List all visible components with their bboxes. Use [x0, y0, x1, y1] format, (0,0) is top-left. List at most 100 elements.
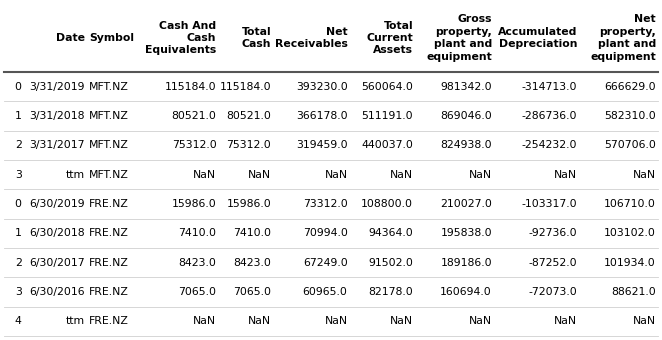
Text: 7410.0: 7410.0	[178, 228, 216, 238]
Text: 7065.0: 7065.0	[233, 287, 271, 297]
Bar	[4, 101, 658, 131]
Text: NaN: NaN	[469, 316, 492, 326]
Text: Net
property,
plant and
equipment: Net property, plant and equipment	[591, 14, 656, 62]
Text: ttm: ttm	[66, 316, 85, 326]
Text: FRE.NZ: FRE.NZ	[89, 316, 129, 326]
Text: NaN: NaN	[554, 316, 577, 326]
Text: ttm: ttm	[66, 170, 85, 180]
Bar	[4, 131, 658, 160]
Text: MFT.NZ: MFT.NZ	[89, 140, 129, 150]
Text: 210027.0: 210027.0	[440, 199, 492, 209]
Text: FRE.NZ: FRE.NZ	[89, 258, 129, 268]
Text: 3/31/2018: 3/31/2018	[30, 111, 85, 121]
Text: 6/30/2017: 6/30/2017	[30, 258, 85, 268]
Text: 189186.0: 189186.0	[440, 258, 492, 268]
Text: 7410.0: 7410.0	[233, 228, 271, 238]
Text: 869046.0: 869046.0	[440, 111, 492, 121]
Text: -254232.0: -254232.0	[522, 140, 577, 150]
Text: 15986.0: 15986.0	[226, 199, 271, 209]
Text: MFT.NZ: MFT.NZ	[89, 111, 129, 121]
Text: NaN: NaN	[193, 316, 216, 326]
Text: 582310.0: 582310.0	[604, 111, 656, 121]
Text: 2: 2	[15, 140, 22, 150]
Text: Symbol: Symbol	[89, 33, 134, 43]
Text: -286736.0: -286736.0	[522, 111, 577, 121]
Text: 115184.0: 115184.0	[165, 82, 216, 92]
Text: NaN: NaN	[554, 170, 577, 180]
Text: NaN: NaN	[390, 170, 413, 180]
Text: 75312.0: 75312.0	[171, 140, 216, 150]
Bar	[4, 160, 658, 189]
Text: 7065.0: 7065.0	[178, 287, 216, 297]
Text: FRE.NZ: FRE.NZ	[89, 228, 129, 238]
Text: 103102.0: 103102.0	[604, 228, 656, 238]
Text: 94364.0: 94364.0	[369, 228, 413, 238]
Text: Accumulated
Depreciation: Accumulated Depreciation	[498, 27, 577, 49]
Text: 8423.0: 8423.0	[233, 258, 271, 268]
Text: NaN: NaN	[324, 170, 348, 180]
Text: -92736.0: -92736.0	[529, 228, 577, 238]
Text: 6/30/2019: 6/30/2019	[30, 199, 85, 209]
Text: 570706.0: 570706.0	[604, 140, 656, 150]
Text: -87252.0: -87252.0	[529, 258, 577, 268]
Text: 106710.0: 106710.0	[604, 199, 656, 209]
Bar	[4, 248, 658, 277]
Text: NaN: NaN	[193, 170, 216, 180]
Bar	[4, 219, 658, 248]
Text: 80521.0: 80521.0	[171, 111, 216, 121]
Text: Total
Current
Assets: Total Current Assets	[367, 21, 413, 55]
Text: Total
Cash: Total Cash	[242, 27, 271, 49]
Text: 393230.0: 393230.0	[296, 82, 348, 92]
Text: 101934.0: 101934.0	[604, 258, 656, 268]
Text: NaN: NaN	[633, 170, 656, 180]
Text: 981342.0: 981342.0	[440, 82, 492, 92]
Text: 3: 3	[15, 287, 22, 297]
Text: 511191.0: 511191.0	[361, 111, 413, 121]
Text: NaN: NaN	[248, 170, 271, 180]
Text: 0: 0	[15, 82, 22, 92]
Text: 0: 0	[15, 199, 22, 209]
Text: MFT.NZ: MFT.NZ	[89, 82, 129, 92]
Text: 666629.0: 666629.0	[604, 82, 656, 92]
Text: 6/30/2016: 6/30/2016	[30, 287, 85, 297]
Text: 560064.0: 560064.0	[361, 82, 413, 92]
Bar	[4, 189, 658, 219]
Text: 366178.0: 366178.0	[296, 111, 348, 121]
Text: 15986.0: 15986.0	[171, 199, 216, 209]
Text: 440037.0: 440037.0	[361, 140, 413, 150]
Text: -314713.0: -314713.0	[522, 82, 577, 92]
Text: 1: 1	[15, 111, 22, 121]
Text: 6/30/2018: 6/30/2018	[30, 228, 85, 238]
Bar	[4, 72, 658, 101]
Text: FRE.NZ: FRE.NZ	[89, 199, 129, 209]
Text: Gross
property,
plant and
equipment: Gross property, plant and equipment	[426, 14, 492, 62]
Text: 3/31/2017: 3/31/2017	[30, 140, 85, 150]
Text: Date: Date	[56, 33, 85, 43]
Text: 319459.0: 319459.0	[296, 140, 348, 150]
Bar	[4, 277, 658, 307]
Text: 824938.0: 824938.0	[440, 140, 492, 150]
Text: 60965.0: 60965.0	[303, 287, 348, 297]
Text: 70994.0: 70994.0	[303, 228, 348, 238]
Text: NaN: NaN	[248, 316, 271, 326]
Text: 2: 2	[15, 258, 22, 268]
Bar	[4, 307, 658, 336]
Text: 75312.0: 75312.0	[226, 140, 271, 150]
Text: 88621.0: 88621.0	[611, 287, 656, 297]
Text: 91502.0: 91502.0	[368, 258, 413, 268]
Text: 73312.0: 73312.0	[303, 199, 348, 209]
Text: 1: 1	[15, 228, 22, 238]
Text: NaN: NaN	[324, 316, 348, 326]
Text: 80521.0: 80521.0	[226, 111, 271, 121]
Text: 67249.0: 67249.0	[303, 258, 348, 268]
Text: 4: 4	[15, 316, 22, 326]
Text: MFT.NZ: MFT.NZ	[89, 170, 129, 180]
Text: -72073.0: -72073.0	[528, 287, 577, 297]
Text: 115184.0: 115184.0	[219, 82, 271, 92]
Text: 108800.0: 108800.0	[361, 199, 413, 209]
Text: 82178.0: 82178.0	[369, 287, 413, 297]
Text: -103317.0: -103317.0	[522, 199, 577, 209]
Text: NaN: NaN	[390, 316, 413, 326]
Text: 160694.0: 160694.0	[440, 287, 492, 297]
Text: 3/31/2019: 3/31/2019	[30, 82, 85, 92]
